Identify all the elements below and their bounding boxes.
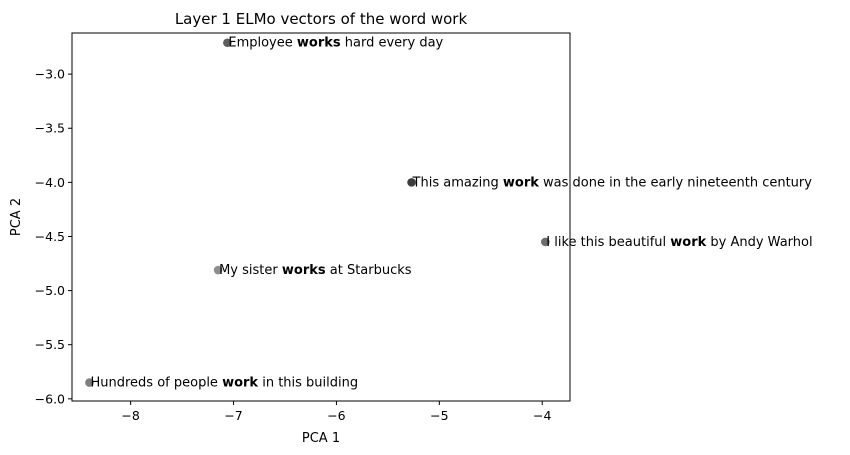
x-tick-label: −4 <box>533 408 551 423</box>
annotation-bold-word: works <box>297 36 341 51</box>
plot-area-frame <box>71 32 571 402</box>
point-annotation: I like this beautiful work by Andy Warho… <box>546 235 812 250</box>
annotation-text: Employee <box>228 36 297 51</box>
y-axis-label: PCA 2 <box>9 198 24 236</box>
y-tick-label: −3.0 <box>35 67 65 82</box>
annotation-text: hard every day <box>341 36 444 51</box>
annotation-text: Hundreds of people <box>90 376 222 391</box>
annotation-bold-word: work <box>503 175 539 190</box>
annotation-text: in this building <box>258 376 358 391</box>
y-tick-label: −5.5 <box>35 337 65 352</box>
data-point <box>541 237 550 247</box>
x-tick-label: −8 <box>121 408 139 423</box>
point-annotation: My sister works at Starbucks <box>219 263 412 278</box>
axis-ticks: −8 −7 −6 −5 −4 −3.0 −3.5 −4.0 −4.5 −5.0 −5.5 −6.0 <box>35 67 552 423</box>
data-point <box>85 378 94 387</box>
annotation-bold-word: works <box>282 263 326 278</box>
x-axis-label: PCA 1 <box>302 431 340 446</box>
annotation-text: was done in the early nineteenth century <box>539 175 812 190</box>
annotation-text: by Andy Warhol <box>706 235 812 250</box>
annotation-bold-word: work <box>222 376 258 391</box>
chart-title: Layer 1 ELMo vectors of the word work <box>175 10 468 28</box>
data-points <box>85 38 550 387</box>
x-tick-label: −5 <box>430 408 448 423</box>
y-tick-label: −4.5 <box>35 229 65 244</box>
annotation-text: I like this beautiful <box>546 235 670 250</box>
x-tick-label: −6 <box>327 408 345 423</box>
point-annotation: Employee works hard every day <box>228 36 443 51</box>
point-annotations: Employee works hard every day This amazin… <box>90 36 812 391</box>
point-annotation: Hundreds of people work in this building <box>90 376 358 391</box>
y-tick-label: −6.0 <box>35 391 65 406</box>
x-tick-label: −7 <box>224 408 242 423</box>
annotation-text: at Starbucks <box>326 263 412 278</box>
annotation-bold-word: work <box>670 235 706 250</box>
annotation-text: My sister <box>219 263 282 278</box>
y-tick-label: −3.5 <box>35 121 65 136</box>
point-annotation: This amazing work was done in the early … <box>412 175 813 190</box>
y-tick-label: −5.0 <box>35 283 65 298</box>
annotation-text: This amazing <box>412 175 503 190</box>
y-tick-label: −4.0 <box>35 175 65 190</box>
data-point <box>407 178 416 187</box>
data-point <box>213 265 223 275</box>
data-point <box>223 38 232 48</box>
